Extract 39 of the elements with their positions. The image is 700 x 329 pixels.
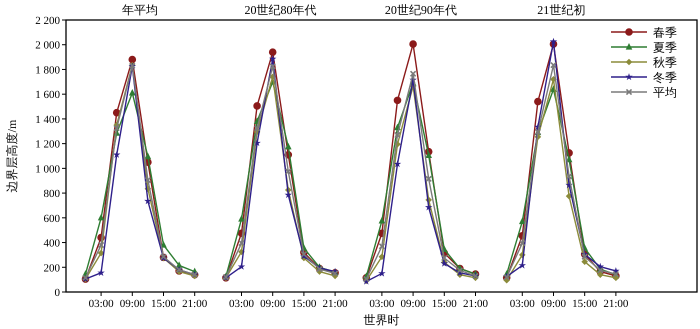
text: 年平均 xyxy=(122,3,158,17)
x-tick-label: 15:00 xyxy=(291,298,317,310)
x-tick-label: 09:00 xyxy=(260,298,286,310)
x-tick-label: 03:00 xyxy=(510,298,536,310)
text: 20世纪90年代 xyxy=(384,3,457,17)
x-tick-label: 09:00 xyxy=(400,298,426,310)
legend-label: 平均 xyxy=(653,86,677,100)
y-tick-label: 1 000 xyxy=(35,163,60,176)
x-tick-label: 15:00 xyxy=(432,298,458,310)
x-tick-label: 21:00 xyxy=(322,298,348,310)
y-axis-title: 边界层高度/m xyxy=(5,119,19,192)
legend-label: 夏季 xyxy=(653,40,677,54)
y-tick-label: 1 200 xyxy=(35,138,60,151)
x-tick-label: 03:00 xyxy=(88,298,114,310)
y-tick-label: 2 200 xyxy=(35,15,60,27)
legend-label: 秋季 xyxy=(653,56,677,70)
x-tick-label: 15:00 xyxy=(150,298,177,310)
y-tick-label: 1 600 xyxy=(35,89,60,102)
legend-label: 春季 xyxy=(653,26,677,40)
y-tick-label: 1 400 xyxy=(35,114,60,126)
x-tick-label: 03:00 xyxy=(369,298,395,310)
x-tick-label: 09:00 xyxy=(540,298,567,310)
x-axis-title: 世界时 xyxy=(364,313,400,327)
y-tick-label: 200 xyxy=(44,262,60,274)
text: 20世纪80年代 xyxy=(244,3,316,17)
y-tick-label: 600 xyxy=(44,212,60,225)
x-tick-label: 21:00 xyxy=(603,298,629,310)
y-tick-label: 400 xyxy=(44,238,60,250)
x-tick-label: 15:00 xyxy=(572,298,598,310)
x-tick-label: 03:00 xyxy=(228,298,255,310)
x-tick-label: 21:00 xyxy=(182,298,208,310)
x-tick-label: 09:00 xyxy=(120,298,146,310)
x-tick-label: 21:00 xyxy=(462,298,489,310)
y-tick-label: 2 000 xyxy=(35,40,60,52)
y-tick-label: 0 xyxy=(54,287,60,299)
text: 21世纪初 xyxy=(537,3,586,17)
legend-label: 冬季 xyxy=(653,70,677,84)
y-tick-label: 800 xyxy=(44,188,60,200)
y-tick-label: 1 800 xyxy=(35,64,60,76)
